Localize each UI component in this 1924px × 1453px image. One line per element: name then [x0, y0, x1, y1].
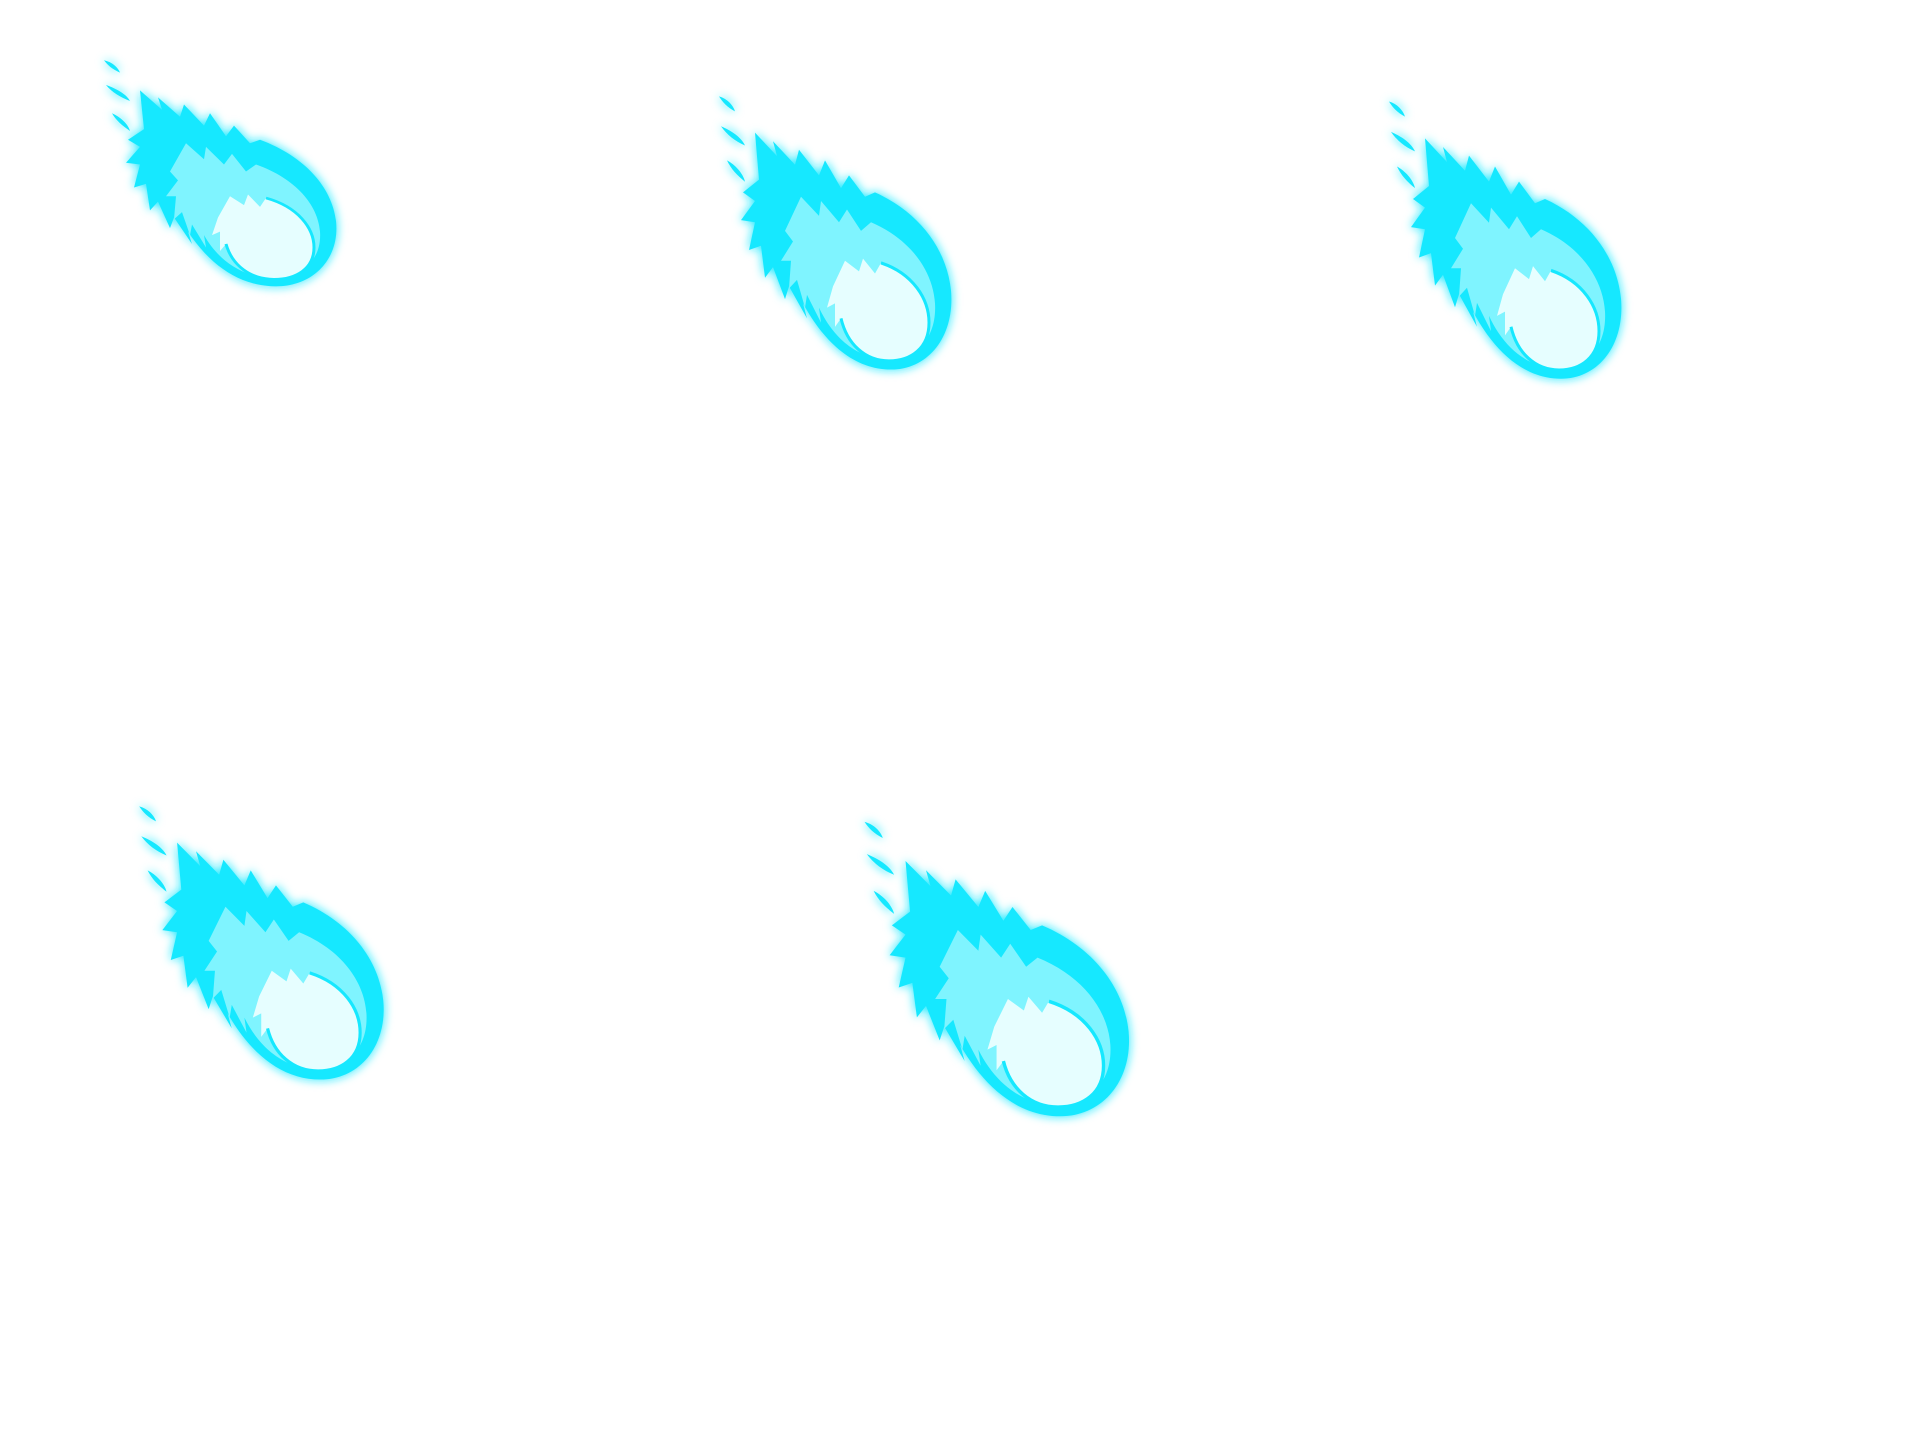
ember-fleck: [873, 890, 895, 914]
fireball-body: [719, 96, 952, 370]
fireball-frame-2: [715, 90, 1005, 410]
blue-fireball-icon: [139, 806, 384, 1080]
blue-fireball-icon: [104, 60, 337, 287]
blue-fireball-icon: [1389, 101, 1622, 379]
fireball-body: [864, 821, 1130, 1117]
fireball-frame-4: [135, 800, 440, 1120]
ember-fleck: [104, 60, 120, 73]
fireball-body: [104, 60, 337, 287]
ember-fleck: [721, 126, 745, 146]
blue-fireball-icon: [719, 96, 952, 370]
ember-fleck: [719, 96, 735, 112]
ember-fleck: [727, 160, 745, 182]
fireball-frame-1: [100, 55, 390, 320]
ember-fleck: [112, 113, 130, 131]
fireball-frame-5: [860, 815, 1190, 1160]
ember-fleck: [141, 836, 167, 856]
fireball-body: [139, 806, 384, 1080]
ember-fleck: [1397, 166, 1415, 189]
ember-fleck: [1391, 131, 1415, 152]
ember-fleck: [147, 870, 167, 892]
ember-fleck: [864, 821, 883, 838]
fireball-body: [1389, 101, 1622, 379]
blue-fireball-icon: [864, 821, 1130, 1117]
ember-fleck: [1389, 101, 1405, 117]
ember-fleck: [106, 85, 130, 101]
fireball-frame-3: [1385, 95, 1675, 420]
ember-fleck: [866, 854, 895, 875]
ember-fleck: [139, 806, 157, 822]
